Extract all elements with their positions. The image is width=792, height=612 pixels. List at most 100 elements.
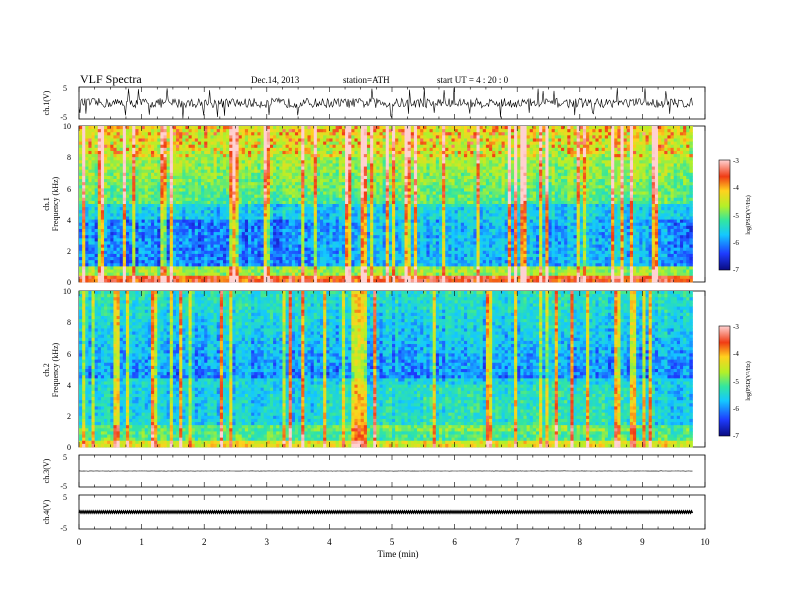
spectrogram-cell [658,138,662,142]
spectrogram-cell [545,172,549,177]
spectrogram-cell [407,179,412,183]
spectrogram-cell [570,200,574,205]
spectrogram-cell [492,191,496,196]
spectrogram-cell [104,197,108,202]
spectrogram-cell [366,182,371,186]
spectrogram-cell [495,135,499,139]
spectrogram-cell [357,150,362,155]
spectrogram-cell [520,129,524,133]
spectrogram-cell [266,147,271,152]
spectrogram-cell [611,141,615,146]
spectrogram-cell [648,200,653,205]
spectrogram-cell [614,160,618,164]
spectrogram-cell [370,154,374,158]
spectrogram-cell [554,179,559,183]
spectrogram-cell [122,166,127,171]
spectrogram-cell [429,172,434,177]
spectrogram-cell [179,157,183,161]
spectrogram-cell [135,194,139,199]
spectrogram-cell [623,191,628,196]
spectrogram-cell [351,150,355,155]
spectrogram-cell [407,126,412,130]
spectrogram-cell [373,135,377,139]
spectrogram-cell [401,144,405,149]
spectrogram-cell [463,182,468,186]
spectrogram-cell [291,169,296,174]
spectrogram-cell [213,126,218,130]
spectrogram-cell [354,157,358,161]
spectrogram-cell [323,169,327,174]
spectrogram-cell [104,141,108,146]
spectrogram-cell [320,150,324,155]
spectrogram-cell [626,169,631,174]
spectrogram-cell [426,194,430,199]
spectrogram-cell [532,126,537,130]
spectrogram-cell [673,166,678,171]
spectrogram-cell [489,126,493,130]
spectrogram-cell [320,188,324,192]
spectrogram-cell [382,138,387,142]
spectrogram-cell [545,141,549,146]
spectrogram-cell [548,185,553,189]
spectrogram-cell [204,200,208,205]
spectrogram-cell [129,169,133,174]
spectrogram-cell [160,135,164,139]
spectrogram-cell [354,163,358,167]
spectrogram-cell [210,182,214,186]
spectrogram-cell [460,150,465,155]
spectrogram-cell [182,185,186,189]
spectrogram-cell [320,200,324,205]
spectrogram-cell [169,204,174,208]
spectrogram-cell [91,154,96,158]
spectrogram-cell [154,182,158,186]
spectrogram-cell [341,200,346,205]
spectrogram-cell [238,141,243,146]
spectrogram-cell [150,132,155,136]
spectrogram-cell [154,191,158,196]
spectrogram-cell [620,135,625,139]
spectrogram-cell [238,154,243,158]
spectrogram-cell [357,188,362,192]
spectrogram-cell [592,144,596,149]
spectrogram-cell [645,175,650,180]
spectrogram-cell [554,166,559,171]
spectrogram-cell [651,150,656,155]
spectrogram-cell [564,154,568,158]
spectrogram-cell [348,138,352,142]
spectrogram-cell [85,135,89,139]
spectrogram-cell [129,175,133,180]
spectrogram-cell [154,147,158,152]
spectrogram-cell [335,147,340,152]
spectrogram-cell [388,163,393,167]
spectrogram-cell [410,138,415,142]
spectrogram-cell [476,197,481,202]
spectrogram-cell [557,166,562,171]
spectrogram-cell [636,185,640,189]
spectrogram-cell [204,135,208,139]
spectrogram-cell [341,172,346,177]
spectrogram-cell [244,129,249,133]
spectrogram-cell [157,141,161,146]
spectrogram-cell [401,191,405,196]
spectrogram-cell [125,160,130,164]
spectrogram-cell [169,185,174,189]
spectrogram-cell [642,188,646,192]
spectrogram-cell [582,135,587,139]
spectrogram-cell [404,154,409,158]
spectrogram-cell [320,132,324,136]
spectrogram-cell [576,179,581,183]
spectrogram-cell [651,129,656,133]
spectrogram-cell [91,160,96,164]
spectrogram-cell [110,194,114,199]
spectrogram-cell [529,147,534,152]
spectrogram-cell [288,135,293,139]
spectrogram-cell [363,175,368,180]
spectrogram-cell [116,166,121,171]
spectrogram-cell [238,172,243,177]
spectrogram-cell [135,147,139,152]
spectrogram-cell [219,188,224,192]
spectrogram-cell [226,147,230,152]
spectrogram-cell [138,204,142,208]
spectrogram-cell [501,135,506,139]
spectrogram-cell [135,126,139,130]
